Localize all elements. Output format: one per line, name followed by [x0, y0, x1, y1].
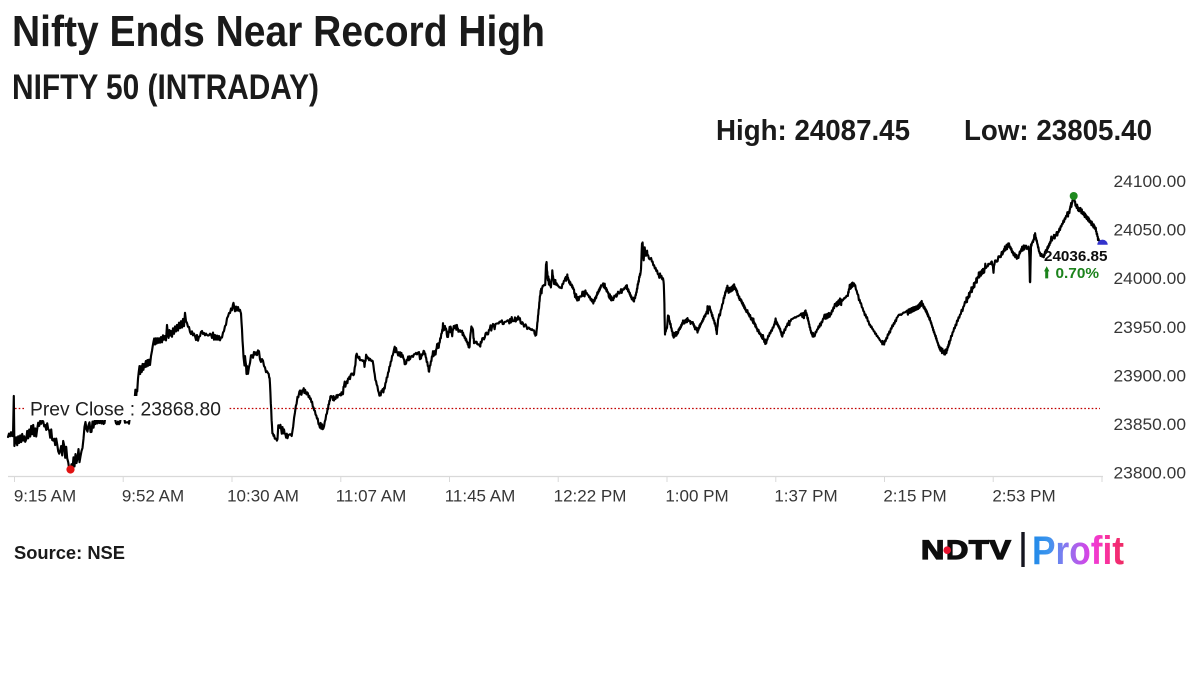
- svg-text:23950.00: 23950.00: [1114, 318, 1187, 337]
- svg-text:24100.00: 24100.00: [1114, 172, 1187, 191]
- svg-text:10:30 AM: 10:30 AM: [227, 487, 299, 506]
- svg-text:NIFTY 50 (INTRADAY): NIFTY 50 (INTRADAY): [12, 68, 319, 107]
- svg-text:24050.00: 24050.00: [1114, 221, 1187, 240]
- svg-text:23800.00: 23800.00: [1114, 464, 1187, 483]
- svg-text:Profit: Profit: [1032, 529, 1124, 573]
- svg-text:1:37 PM: 1:37 PM: [774, 487, 837, 506]
- svg-text:11:07 AM: 11:07 AM: [336, 487, 407, 506]
- svg-text:2:53 PM: 2:53 PM: [992, 487, 1055, 506]
- svg-text:24036.85: 24036.85: [1044, 248, 1108, 265]
- svg-text:9:15 AM: 9:15 AM: [14, 487, 76, 506]
- svg-text:0.70%: 0.70%: [1056, 265, 1100, 282]
- svg-text:11:45 AM: 11:45 AM: [445, 487, 516, 506]
- svg-text:24000.00: 24000.00: [1114, 269, 1187, 288]
- svg-text:High: 24087.45: High: 24087.45: [716, 115, 910, 147]
- svg-text:23850.00: 23850.00: [1114, 415, 1187, 434]
- svg-text:Low: 23805.40: Low: 23805.40: [964, 115, 1152, 147]
- svg-text:Prev Close : 23868.80: Prev Close : 23868.80: [30, 399, 221, 421]
- svg-text:Nifty Ends Near Record High: Nifty Ends Near Record High: [12, 8, 545, 56]
- svg-text:9:52 AM: 9:52 AM: [122, 487, 184, 506]
- svg-text:2:15 PM: 2:15 PM: [883, 487, 946, 506]
- svg-text:12:22 PM: 12:22 PM: [554, 487, 627, 506]
- svg-text:Source: NSE: Source: NSE: [14, 543, 125, 563]
- svg-text:1:00 PM: 1:00 PM: [665, 487, 728, 506]
- svg-text:23900.00: 23900.00: [1114, 366, 1187, 385]
- svg-text:NDTV: NDTV: [921, 536, 1011, 566]
